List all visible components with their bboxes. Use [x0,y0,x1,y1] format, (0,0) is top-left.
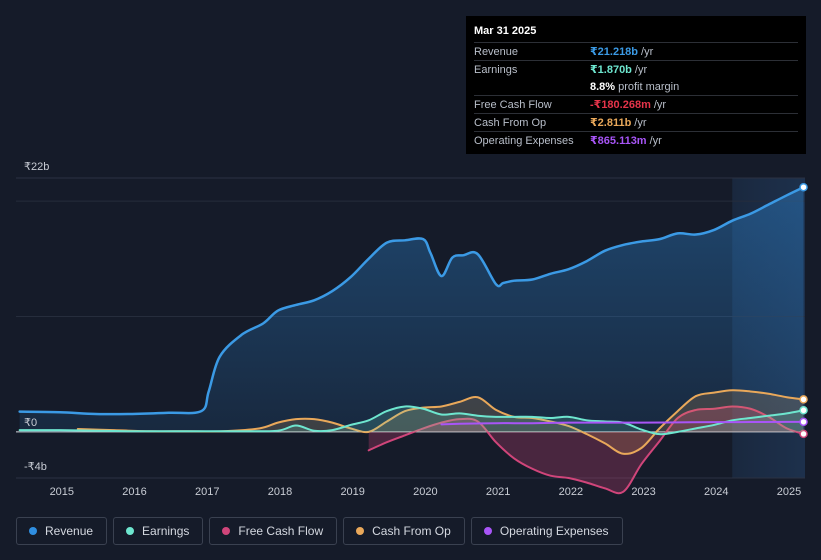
series-area-revenue [19,187,804,432]
tooltip-value: 8.8% [590,80,616,93]
tooltip-row-operating-expenses: Operating Expenses ₹865.113m /yr [474,131,798,149]
tooltip-unit: /yr [641,45,654,58]
series-area-earnings [19,406,804,435]
tooltip-value: ₹865.113m [590,135,647,147]
tooltip-label: Cash From Op [474,116,547,129]
x-tick-label: 2015 [50,486,74,498]
tooltip-unit: /yr [653,98,667,111]
series-line-cash-from-op [76,389,805,455]
tooltip-unit: /yr [634,116,647,129]
x-tick-label: 2017 [195,486,219,498]
series-line-operating-expenses [440,420,805,426]
legend-item-free-cash-flow[interactable]: Free Cash Flow [209,517,338,545]
legend-item-operating-expenses[interactable]: Operating Expenses [470,517,623,545]
legend-label: Revenue [45,524,94,538]
x-tick-label: 2020 [413,486,437,498]
legend-label: Operating Expenses [499,524,609,538]
tooltip-row-free-cash-flow: Free Cash Flow -₹180.268m /yr [474,95,798,113]
tooltip-unit: /yr [634,63,648,76]
legend-label: Earnings [142,524,190,538]
tooltip-row-profit-margin: 8.8% profit margin [474,78,798,95]
x-tick-label: 2025 [777,486,801,498]
series-line-free-cash-flow [367,405,805,495]
series-endpoint-free-cash-flow [799,429,808,439]
series-endpoint-cash-from-op [799,395,808,404]
legend-label: Free Cash Flow [238,524,324,538]
tooltip-label: Revenue [474,45,519,58]
x-tick-label: 2024 [704,486,728,498]
tooltip-value: ₹2.811b [590,117,632,129]
tooltip-value: ₹1.870b [590,64,632,76]
x-tick-label: 2022 [559,486,583,498]
tooltip-label: Operating Expenses [474,134,574,147]
legend: Revenue Earnings Free Cash Flow Cash Fro… [16,517,623,547]
tooltip-value: ₹21.218b [590,46,639,58]
series-line-earnings [18,405,805,436]
x-tick-label: 2023 [631,486,655,498]
legend-dot-icon [29,527,37,535]
y-tick-label: ₹22b [24,161,49,173]
series-endpoint-operating-expenses [799,417,808,427]
legend-item-cash-from-op[interactable]: Cash From Op [343,517,465,545]
y-tick-label: ₹0 [24,417,37,429]
tooltip-unit: /yr [649,134,662,147]
legend-item-revenue[interactable]: Revenue [16,517,108,545]
x-tick-label: 2016 [122,486,146,498]
legend-dot-icon [222,527,231,535]
legend-dot-icon [483,527,492,535]
legend-label: Cash From Op [372,524,451,538]
legend-item-earnings[interactable]: Earnings [113,517,204,545]
series-endpoint-earnings [799,406,808,415]
x-tick-label: 2018 [268,486,292,498]
tooltip-row-revenue: Revenue ₹21.218b /yr [474,42,798,60]
x-tick-label: 2021 [486,486,510,498]
tooltip-date: Mar 31 2025 [474,25,537,37]
tooltip-unit: profit margin [618,80,680,93]
series-endpoint-revenue [799,182,808,192]
tooltip-panel: Mar 31 2025 Revenue ₹21.218b /yr Earning… [466,16,806,154]
tooltip-value: -₹180.268m [590,99,651,111]
tooltip-label: Earnings [474,63,518,76]
series-line-revenue [18,185,805,416]
y-tick-label: -₹4b [24,461,47,473]
tooltip-row-cash-from-op: Cash From Op ₹2.811b /yr [474,113,798,131]
tooltip-label: Free Cash Flow [474,98,552,111]
tooltip-row-earnings: Earnings ₹1.870b /yr [474,60,798,78]
series-area-cash-from-op [77,390,804,454]
legend-dot-icon [126,527,135,535]
legend-dot-icon [356,527,365,535]
x-tick-label: 2019 [340,486,364,498]
